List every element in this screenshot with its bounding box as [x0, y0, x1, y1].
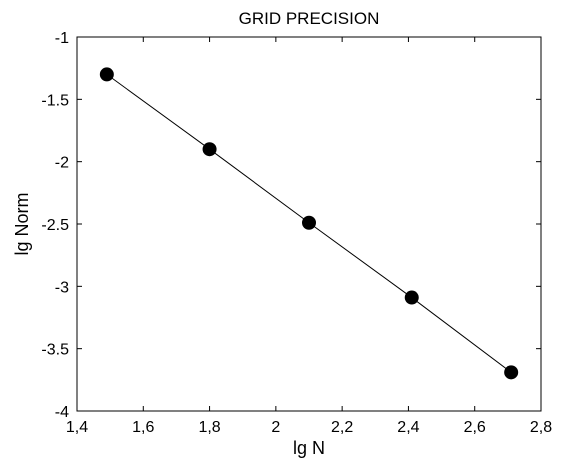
data-point	[504, 365, 519, 380]
x-tick-label: 2,4	[397, 419, 419, 436]
data-point	[99, 67, 114, 82]
data-point	[202, 142, 217, 157]
y-tick-label: -3	[55, 279, 69, 296]
y-tick-label: -4	[55, 404, 69, 421]
x-tick-label: 1,8	[198, 419, 220, 436]
data-point	[404, 290, 419, 305]
x-tick-label: 1,4	[66, 419, 88, 436]
y-axis: -1 -1.5 -2 -2.5 -3 -3.5 -4	[41, 30, 541, 421]
data-point	[302, 215, 316, 230]
y-tick-label: -2.5	[41, 217, 69, 234]
series-points	[99, 67, 519, 380]
x-axis-label: lg N	[293, 438, 325, 458]
x-tick-label: 1,6	[132, 419, 154, 436]
x-axis: 1,4 1,6 1,8 2 2,2 2,4 2,6 2,8	[66, 37, 552, 436]
chart-title: GRID PRECISION	[239, 9, 380, 28]
y-tick-label: -3.5	[41, 342, 69, 359]
y-tick-label: -1	[55, 30, 69, 47]
x-tick-label: 2,2	[331, 419, 353, 436]
y-axis-label: lg Norm	[12, 192, 32, 255]
x-tick-label: 2,8	[530, 419, 552, 436]
y-tick-label: -2	[55, 155, 69, 172]
x-tick-label: 2	[271, 419, 280, 436]
y-tick-label: -1.5	[41, 92, 69, 109]
x-tick-label: 2,6	[464, 419, 486, 436]
